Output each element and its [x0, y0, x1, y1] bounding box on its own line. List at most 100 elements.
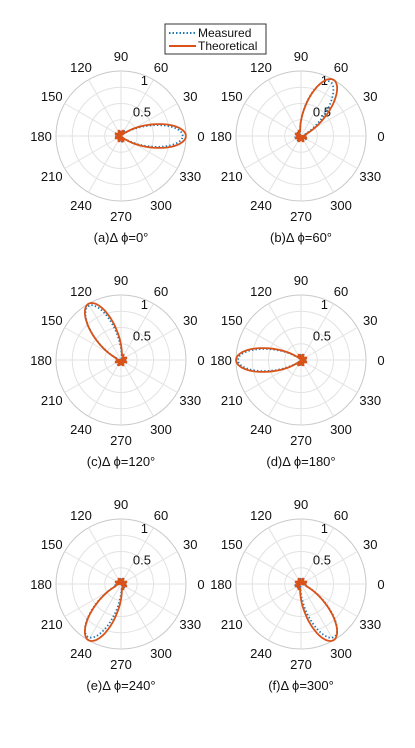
grid-spoke — [88, 527, 122, 585]
grid-spoke — [300, 135, 358, 169]
grid-spoke — [64, 103, 122, 137]
theoretical-series-line — [114, 123, 187, 149]
angle-tick-label: 300 — [150, 646, 172, 661]
grid-spoke — [300, 303, 334, 361]
angle-tick-label: 270 — [110, 433, 132, 448]
angle-tick-label: 180 — [210, 353, 232, 368]
angle-tick-label: 210 — [41, 617, 63, 632]
angle-tick-label: 0 — [377, 353, 384, 368]
grid-spoke — [120, 583, 178, 617]
theoretical-series-line — [84, 302, 128, 367]
angle-tick-label: 90 — [294, 49, 308, 64]
grid-spoke — [244, 103, 302, 137]
angle-tick-label: 90 — [114, 497, 128, 512]
polar-plot-2: 0 30 60 90 120 150 180 210 240 270 300 330 0.5 1 (c)Δ … — [30, 273, 204, 469]
radial-tick-label: 0.5 — [313, 328, 331, 343]
angle-tick-label: 240 — [250, 422, 272, 437]
theoretical-series-line — [294, 78, 339, 143]
grid-spoke — [88, 303, 122, 361]
angle-tick-label: 300 — [150, 198, 172, 213]
grid-spoke — [64, 135, 122, 169]
polar-plot-4: 0 30 60 90 120 150 180 210 240 270 300 330 0.5 1 (e)Δ … — [30, 497, 204, 693]
grid-spoke — [120, 327, 178, 361]
angle-tick-label: 90 — [114, 273, 128, 288]
radial-tick-label: 0.5 — [313, 552, 331, 567]
grid-spoke — [88, 583, 122, 641]
grid-spoke — [120, 583, 154, 641]
angle-tick-label: 240 — [70, 198, 92, 213]
grid-spoke — [268, 135, 302, 193]
grid-spoke — [88, 79, 122, 137]
angle-tick-label: 60 — [154, 508, 168, 523]
angle-tick-label: 30 — [363, 537, 377, 552]
grid-spoke — [300, 551, 358, 585]
subplot-caption: (f)Δ ϕ=300° — [268, 678, 334, 693]
angle-tick-label: 30 — [183, 313, 197, 328]
subplot-caption: (c)Δ ϕ=120° — [87, 454, 156, 469]
subplot-caption: (d)Δ ϕ=180° — [266, 454, 335, 469]
grid-spoke — [244, 583, 302, 617]
angle-tick-label: 210 — [41, 169, 63, 184]
polar-plot-0: 0 30 60 90 120 150 180 210 240 270 300 330 0.5 1 (a)Δ … — [30, 49, 204, 245]
angle-tick-label: 300 — [150, 422, 172, 437]
radial-tick-label: 1 — [141, 297, 148, 312]
angle-tick-label: 150 — [221, 537, 243, 552]
radial-tick-label: 1 — [141, 73, 148, 88]
grid-spoke — [244, 135, 302, 169]
angle-tick-label: 180 — [30, 129, 52, 144]
grid-spoke — [300, 327, 358, 361]
grid-spoke — [300, 79, 334, 137]
grid-spoke — [88, 359, 122, 417]
theoretical-series-line — [84, 577, 128, 642]
angle-tick-label: 240 — [70, 422, 92, 437]
radial-tick-label: 0.5 — [133, 104, 151, 119]
angle-tick-label: 30 — [183, 89, 197, 104]
angle-tick-label: 150 — [41, 89, 63, 104]
angle-tick-label: 0 — [197, 129, 204, 144]
grid-spoke — [64, 359, 122, 393]
angle-tick-label: 330 — [179, 617, 201, 632]
grid-spoke — [120, 359, 154, 417]
legend-measured-label: Measured — [198, 26, 251, 40]
polar-plot-3: 0 30 60 90 120 150 180 210 240 270 300 330 0.5 1 (d)Δ … — [210, 273, 384, 469]
angle-tick-label: 90 — [114, 49, 128, 64]
angle-tick-label: 60 — [334, 284, 348, 299]
angle-tick-label: 30 — [183, 537, 197, 552]
angle-tick-label: 180 — [210, 129, 232, 144]
angle-tick-label: 60 — [154, 284, 168, 299]
grid-spoke — [300, 359, 334, 417]
angle-tick-label: 270 — [110, 209, 132, 224]
angle-tick-label: 300 — [330, 198, 352, 213]
measured-series-line — [84, 577, 128, 639]
grid-spoke — [120, 359, 178, 393]
radial-tick-label: 1 — [321, 521, 328, 536]
angle-tick-label: 330 — [359, 169, 381, 184]
grid-spoke — [120, 551, 178, 585]
angle-tick-label: 120 — [250, 508, 272, 523]
angle-tick-label: 90 — [294, 497, 308, 512]
grid-spoke — [244, 551, 302, 585]
angle-tick-label: 150 — [221, 313, 243, 328]
grid-spoke — [268, 583, 302, 641]
angle-tick-label: 240 — [250, 646, 272, 661]
angle-tick-label: 180 — [210, 577, 232, 592]
subplot-caption: (a)Δ ϕ=0° — [94, 230, 149, 245]
angle-tick-label: 0 — [377, 577, 384, 592]
angle-tick-label: 30 — [363, 89, 377, 104]
polar-plot-5: 0 30 60 90 120 150 180 210 240 270 300 330 0.5 1 (f)Δ … — [210, 497, 384, 693]
grid-spoke — [120, 135, 154, 193]
angle-tick-label: 240 — [250, 198, 272, 213]
angle-tick-label: 90 — [294, 273, 308, 288]
angle-tick-label: 60 — [154, 60, 168, 75]
theoretical-series-line — [235, 347, 308, 373]
angle-tick-label: 0 — [197, 577, 204, 592]
angle-tick-label: 270 — [290, 657, 312, 672]
angle-tick-label: 240 — [70, 646, 92, 661]
grid-spoke — [64, 551, 122, 585]
subplot-caption: (b)Δ ϕ=60° — [270, 230, 332, 245]
angle-tick-label: 150 — [221, 89, 243, 104]
grid-spoke — [300, 527, 334, 585]
angle-tick-label: 150 — [41, 537, 63, 552]
legend-box — [164, 23, 267, 55]
